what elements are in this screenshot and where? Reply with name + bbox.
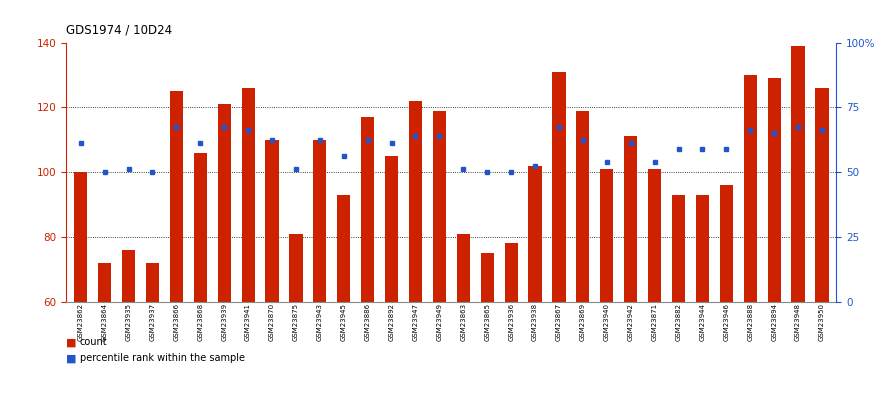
Bar: [69, 239, 165, 299]
Bar: [260, 175, 451, 234]
Bar: [547, 239, 643, 299]
Bar: [313, 140, 327, 302]
Bar: [648, 169, 661, 302]
Bar: [767, 78, 781, 302]
Text: 72 h: 72 h: [203, 265, 222, 274]
Bar: [643, 239, 738, 299]
Bar: [791, 46, 804, 302]
Bar: [356, 239, 451, 299]
Text: 72 h: 72 h: [394, 265, 413, 274]
Bar: [643, 175, 834, 234]
Bar: [451, 110, 834, 170]
Text: time: time: [67, 265, 88, 274]
Text: count: count: [80, 337, 107, 347]
Bar: [672, 195, 685, 302]
Bar: [552, 72, 566, 302]
Text: agent: agent: [67, 135, 93, 144]
Text: ▶: ▶: [73, 135, 79, 144]
Text: 24 h: 24 h: [107, 265, 127, 274]
Bar: [433, 111, 446, 302]
Bar: [146, 263, 159, 302]
Bar: [385, 156, 398, 302]
Bar: [122, 250, 135, 302]
Bar: [361, 117, 374, 302]
Text: GDS1974 / 10D24: GDS1974 / 10D24: [66, 23, 173, 36]
Bar: [504, 243, 518, 302]
Text: ■: ■: [66, 354, 77, 363]
Bar: [451, 175, 643, 234]
Text: ▶: ▶: [73, 200, 79, 209]
Bar: [451, 239, 547, 299]
Text: GLI2 transgenic: GLI2 transgenic: [320, 200, 391, 209]
Bar: [600, 169, 613, 302]
Bar: [74, 172, 88, 302]
Bar: [194, 153, 207, 302]
Bar: [289, 234, 303, 302]
Text: GLI1 transgenic: GLI1 transgenic: [129, 200, 200, 209]
Bar: [98, 263, 112, 302]
Bar: [576, 111, 589, 302]
Text: 24 h: 24 h: [298, 265, 318, 274]
Bar: [624, 136, 637, 302]
Text: control: control: [244, 135, 276, 144]
Bar: [69, 175, 260, 234]
Bar: [738, 239, 834, 299]
Text: ▶: ▶: [73, 265, 79, 274]
Bar: [481, 253, 494, 302]
Bar: [170, 91, 183, 302]
Bar: [720, 185, 733, 302]
Bar: [266, 140, 279, 302]
Bar: [457, 234, 470, 302]
Text: 24 h: 24 h: [681, 265, 700, 274]
Text: cell line: cell line: [67, 200, 103, 209]
Text: 72 h: 72 h: [585, 265, 604, 274]
Bar: [743, 75, 757, 302]
Bar: [218, 104, 231, 302]
Text: GLI1 transgenic: GLI1 transgenic: [512, 200, 582, 209]
Text: 24 h: 24 h: [489, 265, 509, 274]
Bar: [165, 239, 260, 299]
Text: ■: ■: [66, 337, 77, 347]
Bar: [260, 239, 356, 299]
Bar: [242, 88, 255, 302]
Bar: [528, 166, 542, 302]
Bar: [69, 110, 451, 170]
Text: 72 h: 72 h: [776, 265, 796, 274]
Text: GLI2 transgenic: GLI2 transgenic: [703, 200, 773, 209]
Text: percentile rank within the sample: percentile rank within the sample: [80, 354, 244, 363]
Bar: [337, 195, 350, 302]
Bar: [696, 195, 709, 302]
Text: tetracycline: tetracycline: [616, 135, 670, 144]
Bar: [815, 88, 828, 302]
Bar: [409, 101, 422, 302]
